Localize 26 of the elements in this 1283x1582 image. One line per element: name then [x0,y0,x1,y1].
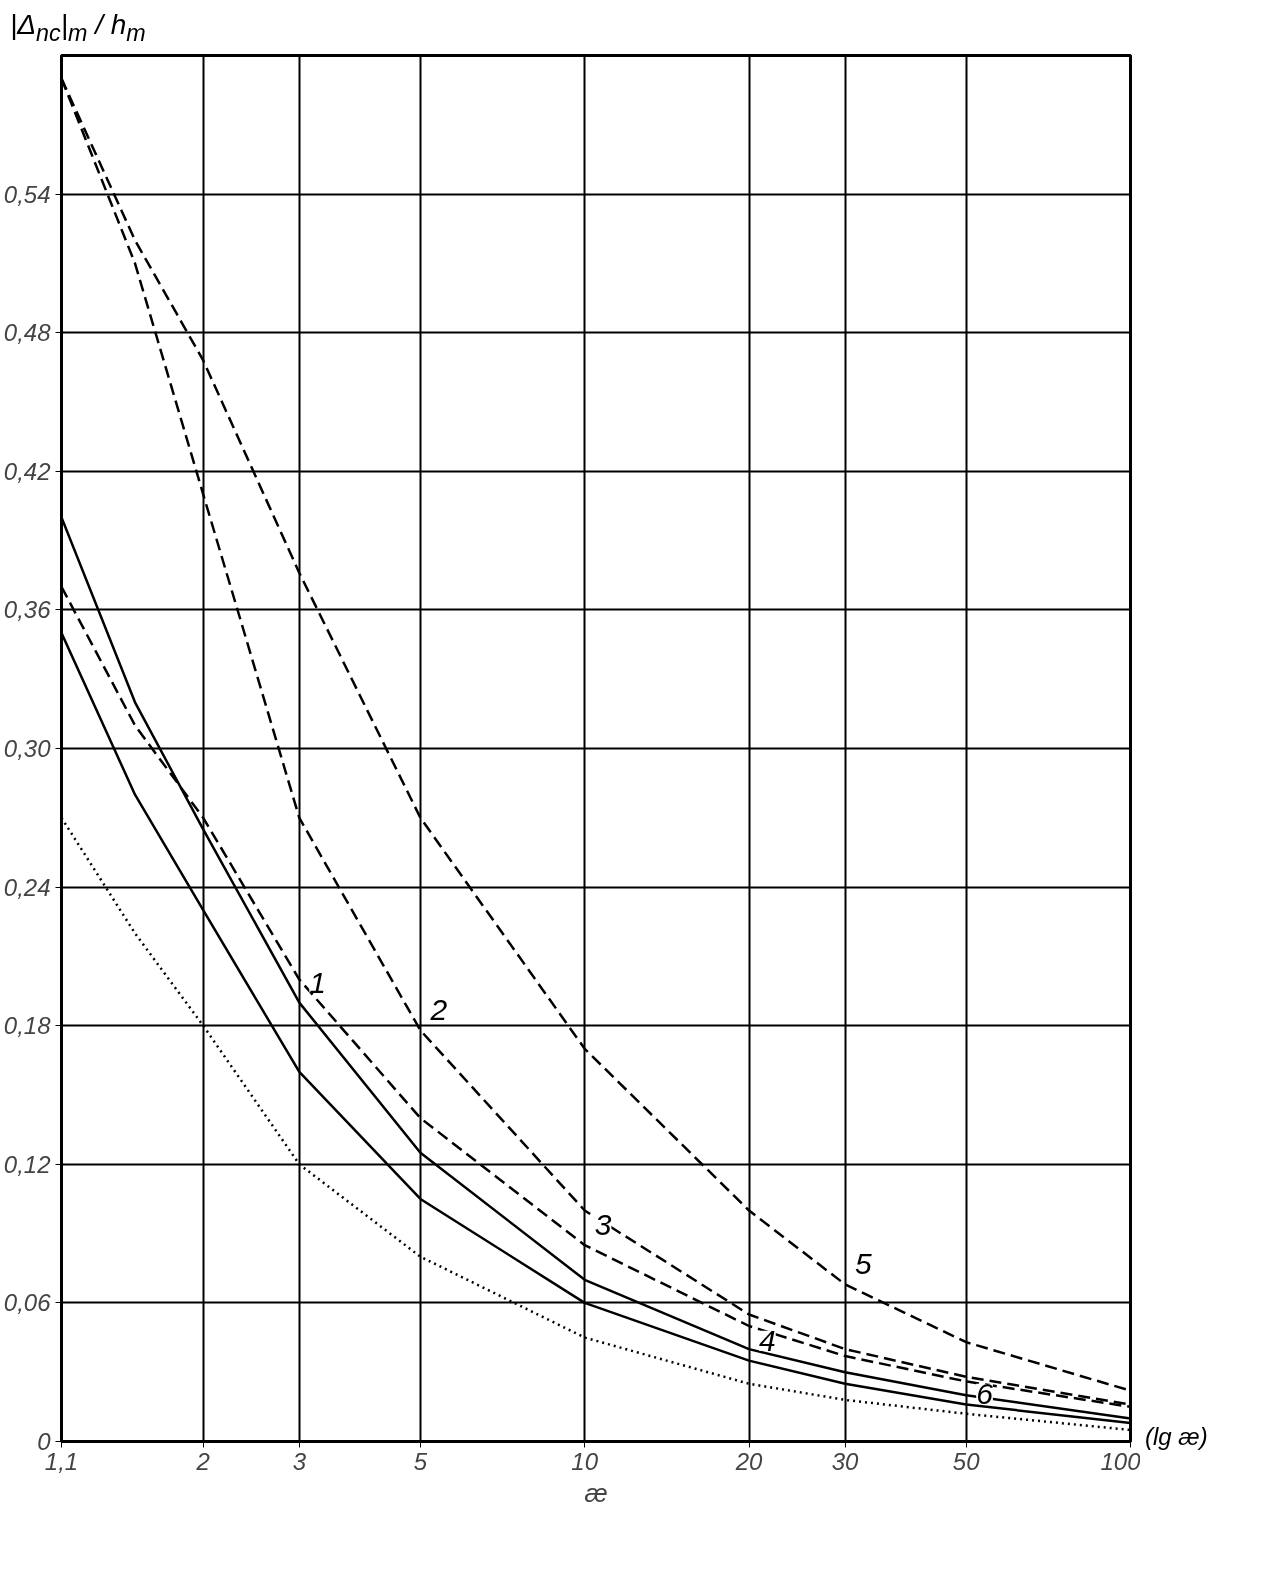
x-tick-label: 3 [292,1447,307,1475]
series-label: 4 [759,1323,776,1357]
x-axis-title: æ [584,1477,608,1508]
series-label: 3 [594,1208,612,1242]
y-tick-label: 0,24 [3,873,51,901]
y-axis-title: |Δ$_{nc}$|$_{m}$ / h$_{m}$ [10,8,146,48]
y-tick-label: 0,36 [3,596,52,624]
x-tick-label: 2 [195,1447,210,1475]
x-tick-label: 100 [1100,1447,1142,1475]
y-tick-label: 0,18 [3,1012,52,1040]
series-label: 1 [309,965,327,999]
y-tick-label: 0,06 [3,1289,52,1317]
y-tick-label: 0,48 [3,319,52,347]
y-tick-label: 0,12 [3,1150,51,1178]
x-tick-label: 10 [571,1447,599,1475]
y-tick-label: 0,54 [3,180,51,208]
x-tick-label: 50 [952,1447,981,1475]
x-tick-label: 30 [831,1447,860,1475]
series-label: 2 [429,993,448,1027]
x-tick-label: 20 [734,1447,764,1475]
series-label: 5 [855,1247,873,1281]
series-label: 6 [976,1376,994,1410]
y-tick-label: 0,42 [3,457,51,485]
x-tick-label: 5 [413,1447,428,1475]
text: (lg æ) [1145,1422,1208,1452]
y-tick-label: 0,30 [3,735,52,762]
